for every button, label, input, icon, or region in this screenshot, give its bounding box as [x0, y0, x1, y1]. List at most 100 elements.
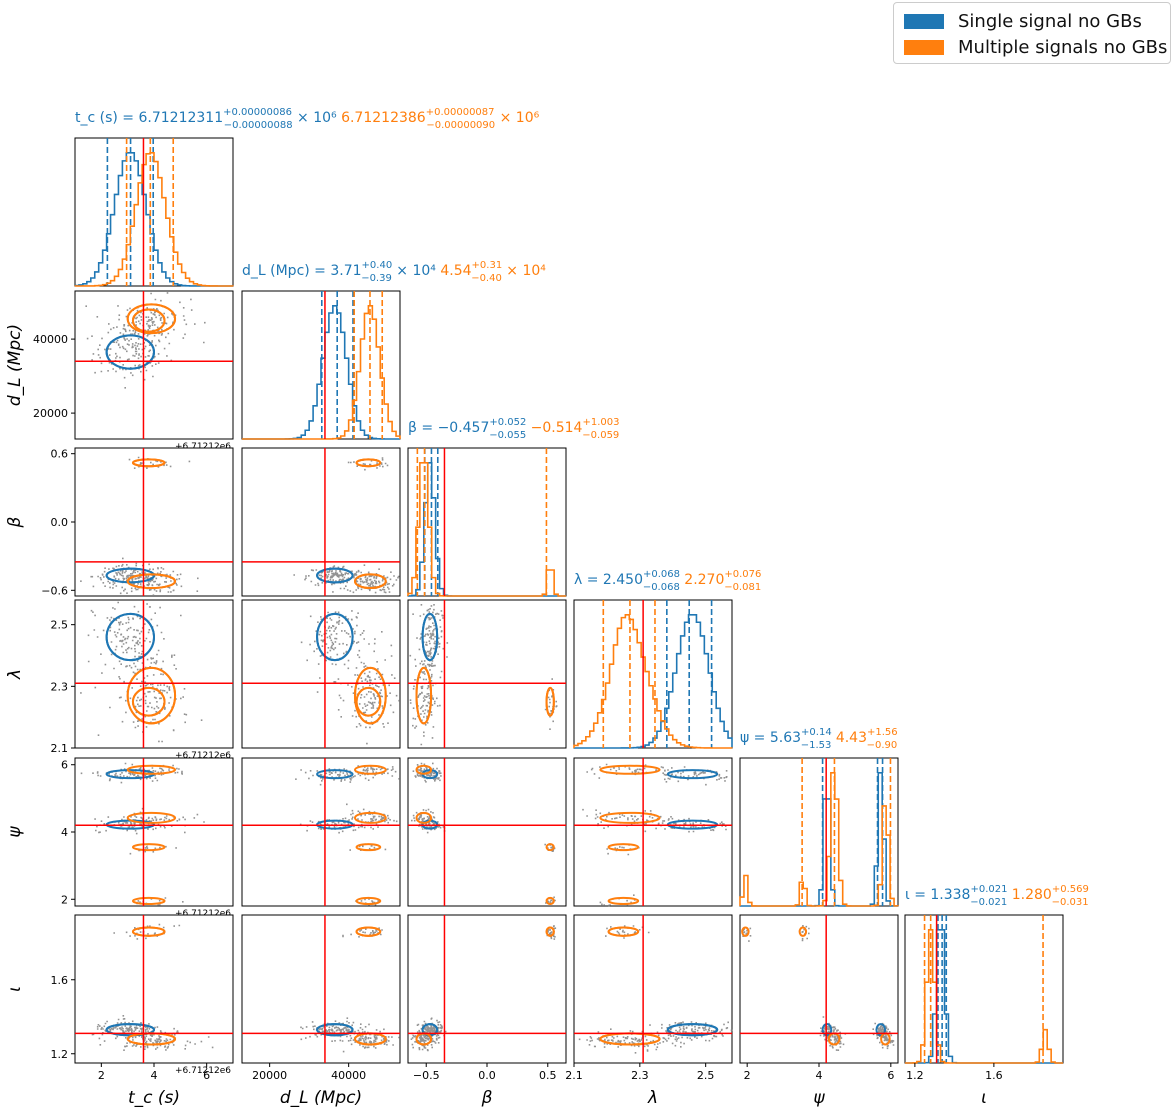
panel-frame-tc-dL: [74, 290, 234, 440]
panel-dL-lambda: [241, 599, 401, 749]
contour-multiple-3-tc-iota: [131, 926, 166, 937]
panel-tc-beta: [74, 447, 234, 597]
panel-lambda-psi: [573, 757, 733, 907]
contour-multiple-3-lambda-iota: [607, 926, 640, 937]
ylabel-lambda: λ: [5, 669, 25, 680]
contour-single-1-beta-lambda: [421, 612, 439, 662]
xtick-label-tc-0: 2: [98, 1069, 105, 1082]
ytick-label-lambda-1: 2.3: [51, 680, 69, 693]
contour-multiple-3-tc-psi: [131, 896, 166, 905]
hist-multiple-iota: [905, 929, 1063, 1064]
title-beta: β = −0.457+0.052 −0.055 −0.514+1.003 −0.05…: [408, 417, 619, 441]
panel-frame-dL-iota: [241, 914, 401, 1064]
contour-multiple-1-tc-beta: [126, 573, 177, 590]
xtick-label-lambda-1: 2.3: [631, 1069, 649, 1082]
panel-frame-tc-iota: [74, 914, 234, 1064]
ytick-label-dL-1: 40000: [33, 333, 68, 346]
ytick-label-lambda-2: 2.5: [51, 619, 69, 632]
contour-multiple-1-tc-dL: [126, 303, 177, 335]
legend-swatch-single: [904, 13, 944, 29]
panel-frame-beta-lambda: [407, 599, 567, 749]
offset-label-iota: +6.71212e6: [175, 1066, 231, 1076]
ytick-label-iota-1: 1.6: [51, 974, 69, 987]
hist-multiple-psi: [739, 772, 899, 907]
xlabel-tc: t_c (s): [128, 1088, 180, 1107]
xtick-label-dL-1: 40000: [331, 1069, 366, 1082]
contour-multiple-3-lambda-psi: [607, 896, 640, 905]
xtick-label-iota-0: 1.2: [906, 1069, 924, 1082]
contour-single-1-dL-lambda: [316, 612, 354, 662]
offset-label-lambda: +6.71212e6: [175, 751, 231, 761]
xtick-label-psi-1: 4: [816, 1069, 823, 1082]
legend-entry-single: Single signal no GBs: [904, 10, 1142, 32]
contour-single-1-tc-beta: [105, 567, 156, 584]
diag-frame-lambda: [573, 599, 733, 749]
hist-multiple-dL: [242, 305, 401, 440]
xlabel-beta: β: [481, 1088, 493, 1107]
contour-multiple-3-beta-iota: [545, 926, 555, 937]
title-tc: t_c (s) = 6.71212311+0.00000086 −0.000000…: [75, 107, 540, 131]
legend-swatch-multiple: [904, 39, 944, 55]
panel-tc-lambda: [74, 599, 234, 749]
panel-psi-iota: [739, 914, 899, 1064]
panel-dL-psi: [241, 757, 401, 907]
panel-frame-psi-iota: [739, 914, 899, 1064]
contour-single-1-dL-beta: [316, 567, 354, 584]
contour-multiple-3-tc-dL: [131, 308, 166, 333]
contour-single-0-lambda-psi: [666, 769, 719, 780]
contour-multiple-2-dL-psi: [355, 843, 382, 852]
samples-dL-lambda: [300, 610, 400, 745]
contour-multiple-3-dL-psi: [355, 896, 382, 905]
panel-tc-dL: [74, 290, 234, 440]
panel-frame-tc-lambda: [74, 599, 234, 749]
contour-multiple-3-psi-iota: [741, 926, 750, 937]
contour-multiple-3-tc-beta: [131, 458, 166, 468]
contour-multiple-0-lambda-psi: [599, 811, 661, 824]
contour-multiple-2-psi-iota: [798, 926, 808, 937]
xtick-label-beta-1: 0.0: [478, 1069, 496, 1082]
samples-tc-lambda: [80, 601, 203, 743]
xtick-label-psi-0: 2: [744, 1069, 751, 1082]
hist-single-psi: [740, 772, 898, 907]
contour-multiple-1-beta-psi: [415, 764, 433, 775]
contour-multiple-3-tc-lambda: [131, 686, 166, 717]
contour-single-1-tc-lambda: [105, 612, 156, 662]
contour-multiple-1-tc-lambda: [126, 666, 177, 725]
xtick-label-beta-0: −0.5: [413, 1069, 440, 1082]
contour-single-1-tc-dL: [105, 334, 156, 370]
legend-label-single: Single signal no GBs: [958, 10, 1142, 32]
title-dL: d_L (Mpc) = 3.71+0.40 −0.39 × 10⁴ 4.54+0.…: [242, 260, 546, 284]
contour-multiple-1-beta-lambda: [415, 666, 433, 725]
panel-frame-beta-iota: [407, 914, 567, 1064]
ytick-label-psi-2: 6: [61, 759, 68, 772]
legend: Single signal no GBs Multiple signals no…: [893, 2, 1171, 64]
xtick-label-tc-1: 4: [151, 1069, 158, 1082]
legend-label-multiple: Multiple signals no GBs: [958, 36, 1168, 58]
contour-multiple-2-lambda-psi: [607, 843, 640, 852]
ytick-label-beta-0: −0.6: [41, 584, 68, 597]
ytick-label-psi-1: 4: [61, 826, 68, 839]
ytick-label-beta-2: 0.6: [51, 448, 69, 461]
contour-multiple-3-dL-iota: [355, 926, 382, 937]
ylabel-psi: ψ: [5, 826, 25, 838]
xtick-label-lambda-2: 2.5: [697, 1069, 715, 1082]
title-iota: ι = 1.338+0.021 −0.021 1.280+0.569 −0.031: [905, 884, 1089, 908]
ylabel-iota: ι: [5, 986, 25, 992]
panel-tc-psi: [74, 757, 234, 907]
contour-single-0-dL-psi: [316, 769, 354, 780]
hist-single-lambda: [574, 614, 733, 749]
contour-multiple-0-beta-psi: [415, 811, 433, 824]
contour-single-1-lambda-iota: [666, 1023, 719, 1037]
samples-beta-iota: [410, 925, 557, 1052]
ytick-label-lambda-0: 2.1: [51, 742, 69, 755]
xtick-label-iota-1: 1.6: [985, 1069, 1003, 1082]
panel-lambda-iota: [573, 914, 733, 1064]
contour-multiple-3-beta-lambda: [545, 686, 555, 717]
panel-dL-beta: [241, 447, 401, 597]
hist-multiple-lambda: [573, 614, 732, 749]
offset-label-dL: +6.71212e6: [175, 442, 231, 452]
contour-multiple-0-tc-psi: [126, 811, 177, 824]
ytick-label-dL-0: 20000: [33, 407, 68, 420]
ylabel-dL: d_L (Mpc): [5, 324, 25, 406]
